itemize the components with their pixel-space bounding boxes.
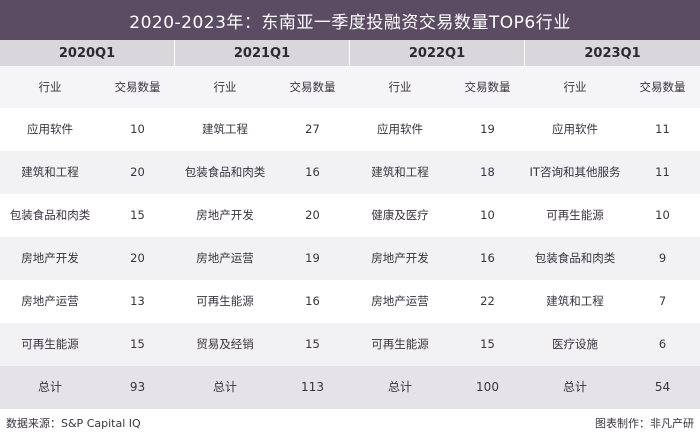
table-row: 房地产开发 20 房地产运营 19 房地产开发 16 包装食品和肉类 9	[0, 237, 700, 280]
count-cell: 6	[658, 337, 667, 352]
count-cell: 15	[130, 337, 145, 352]
total-label: 总计	[37, 379, 62, 394]
count-column-header: 交易数量	[464, 79, 511, 94]
count-cell: 15	[305, 337, 320, 352]
count-cell: 20	[130, 251, 145, 266]
industry-column-header: 行业	[563, 79, 587, 94]
industry-cell: 房地产运营	[371, 294, 429, 309]
industry-cell: 房地产运营	[21, 294, 79, 309]
data-source: 数据来源：S&P Capital IQ	[6, 416, 141, 430]
data-table: 2020Q1 2021Q1 2022Q1 2023Q1 行业 交易数量 行业 交…	[0, 40, 700, 409]
industry-cell: 包装食品和肉类	[184, 165, 266, 180]
count-cell: 10	[130, 122, 145, 137]
footer: 数据来源：S&P Capital IQ 图表制作：非凡产研	[0, 407, 700, 438]
count-cell: 11	[655, 165, 670, 180]
count-column-header: 交易数量	[114, 79, 161, 94]
industry-cell: 可再生能源	[546, 208, 604, 223]
year-header: 2023Q1	[584, 45, 641, 61]
industry-cell: 应用软件	[377, 122, 423, 137]
total-row: 总计 93 总计 113 总计 100 总计 54	[0, 366, 700, 409]
industry-column-header: 行业	[38, 79, 62, 94]
total-value: 100	[476, 379, 499, 394]
industry-cell: 建筑工程	[202, 122, 248, 137]
table-row: 建筑和工程 20 包装食品和肉类 16 建筑和工程 18 IT咨询和其他服务 11	[0, 151, 700, 194]
count-cell: 11	[655, 122, 670, 137]
industry-cell: 建筑和工程	[371, 165, 429, 180]
industry-cell: 建筑和工程	[546, 294, 604, 309]
industry-cell: 可再生能源	[196, 294, 254, 309]
count-cell: 20	[305, 208, 320, 223]
count-column-header: 交易数量	[289, 79, 336, 94]
column-header-row: 行业 交易数量 行业 交易数量 行业 交易数量 行业 交易数量	[0, 66, 700, 108]
count-cell: 10	[655, 208, 670, 223]
table-row: 可再生能源 15 贸易及经销 15 可再生能源 15 医疗设施 6	[0, 323, 700, 366]
year-header-row: 2020Q1 2021Q1 2022Q1 2023Q1	[0, 40, 700, 66]
count-cell: 15	[480, 337, 495, 352]
industry-cell: 房地产开发	[21, 251, 79, 266]
count-cell: 27	[305, 122, 320, 137]
total-label: 总计	[562, 379, 587, 394]
count-cell: 16	[480, 251, 495, 266]
total-value: 54	[654, 379, 671, 394]
count-cell: 13	[130, 294, 145, 309]
industry-cell: 医疗设施	[552, 337, 598, 352]
count-cell: 19	[305, 251, 320, 266]
count-cell: 22	[480, 294, 495, 309]
industry-cell: 应用软件	[27, 122, 73, 137]
industry-column-header: 行业	[388, 79, 412, 94]
count-cell: 16	[305, 165, 320, 180]
count-cell: 10	[480, 208, 495, 223]
industry-cell: 包装食品和肉类	[9, 208, 91, 223]
count-cell: 20	[130, 165, 145, 180]
industry-cell: 健康及医疗	[371, 208, 429, 223]
industry-column-header: 行业	[213, 79, 237, 94]
industry-cell: 房地产运营	[196, 251, 254, 266]
count-column-header: 交易数量	[639, 79, 686, 94]
total-value: 113	[301, 379, 324, 394]
total-label: 总计	[387, 379, 412, 394]
industry-cell: 应用软件	[552, 122, 598, 137]
year-header: 2020Q1	[0, 40, 175, 66]
year-header: 2021Q1	[175, 40, 350, 66]
table-row: 房地产运营 13 可再生能源 16 房地产运营 22 建筑和工程 7	[0, 280, 700, 323]
count-cell: 9	[658, 251, 667, 266]
industry-cell: 可再生能源	[371, 337, 429, 352]
industry-cell: IT咨询和其他服务	[529, 165, 621, 180]
title-text: 2020-2023年：东南亚一季度投融资交易数量TOP6行业	[129, 12, 571, 33]
count-cell: 7	[658, 294, 667, 309]
industry-cell: 贸易及经销	[196, 337, 254, 352]
industry-cell: 可再生能源	[21, 337, 79, 352]
count-cell: 16	[305, 294, 320, 309]
total-value: 93	[129, 379, 146, 394]
industry-cell: 建筑和工程	[21, 165, 79, 180]
industry-cell: 房地产开发	[371, 251, 429, 266]
count-cell: 19	[480, 122, 495, 137]
table-body: 应用软件 10 建筑工程 27 应用软件 19 应用软件 11 建筑和工程 20 包装食品和肉类 16…	[0, 108, 700, 366]
year-header: 2022Q1	[350, 40, 525, 66]
page-title: 2020-2023年：东南亚一季度投融资交易数量TOP6行业	[0, 0, 700, 40]
industry-cell: 包装食品和肉类	[534, 251, 616, 266]
chart-credit: 图表制作：非凡产研	[595, 416, 694, 430]
total-label: 总计	[212, 379, 237, 394]
industry-cell: 房地产开发	[196, 208, 254, 223]
table-row: 包装食品和肉类 15 房地产开发 20 健康及医疗 10 可再生能源 10	[0, 194, 700, 237]
count-cell: 15	[130, 208, 145, 223]
count-cell: 18	[480, 165, 495, 180]
table-row: 应用软件 10 建筑工程 27 应用软件 19 应用软件 11	[0, 108, 700, 151]
